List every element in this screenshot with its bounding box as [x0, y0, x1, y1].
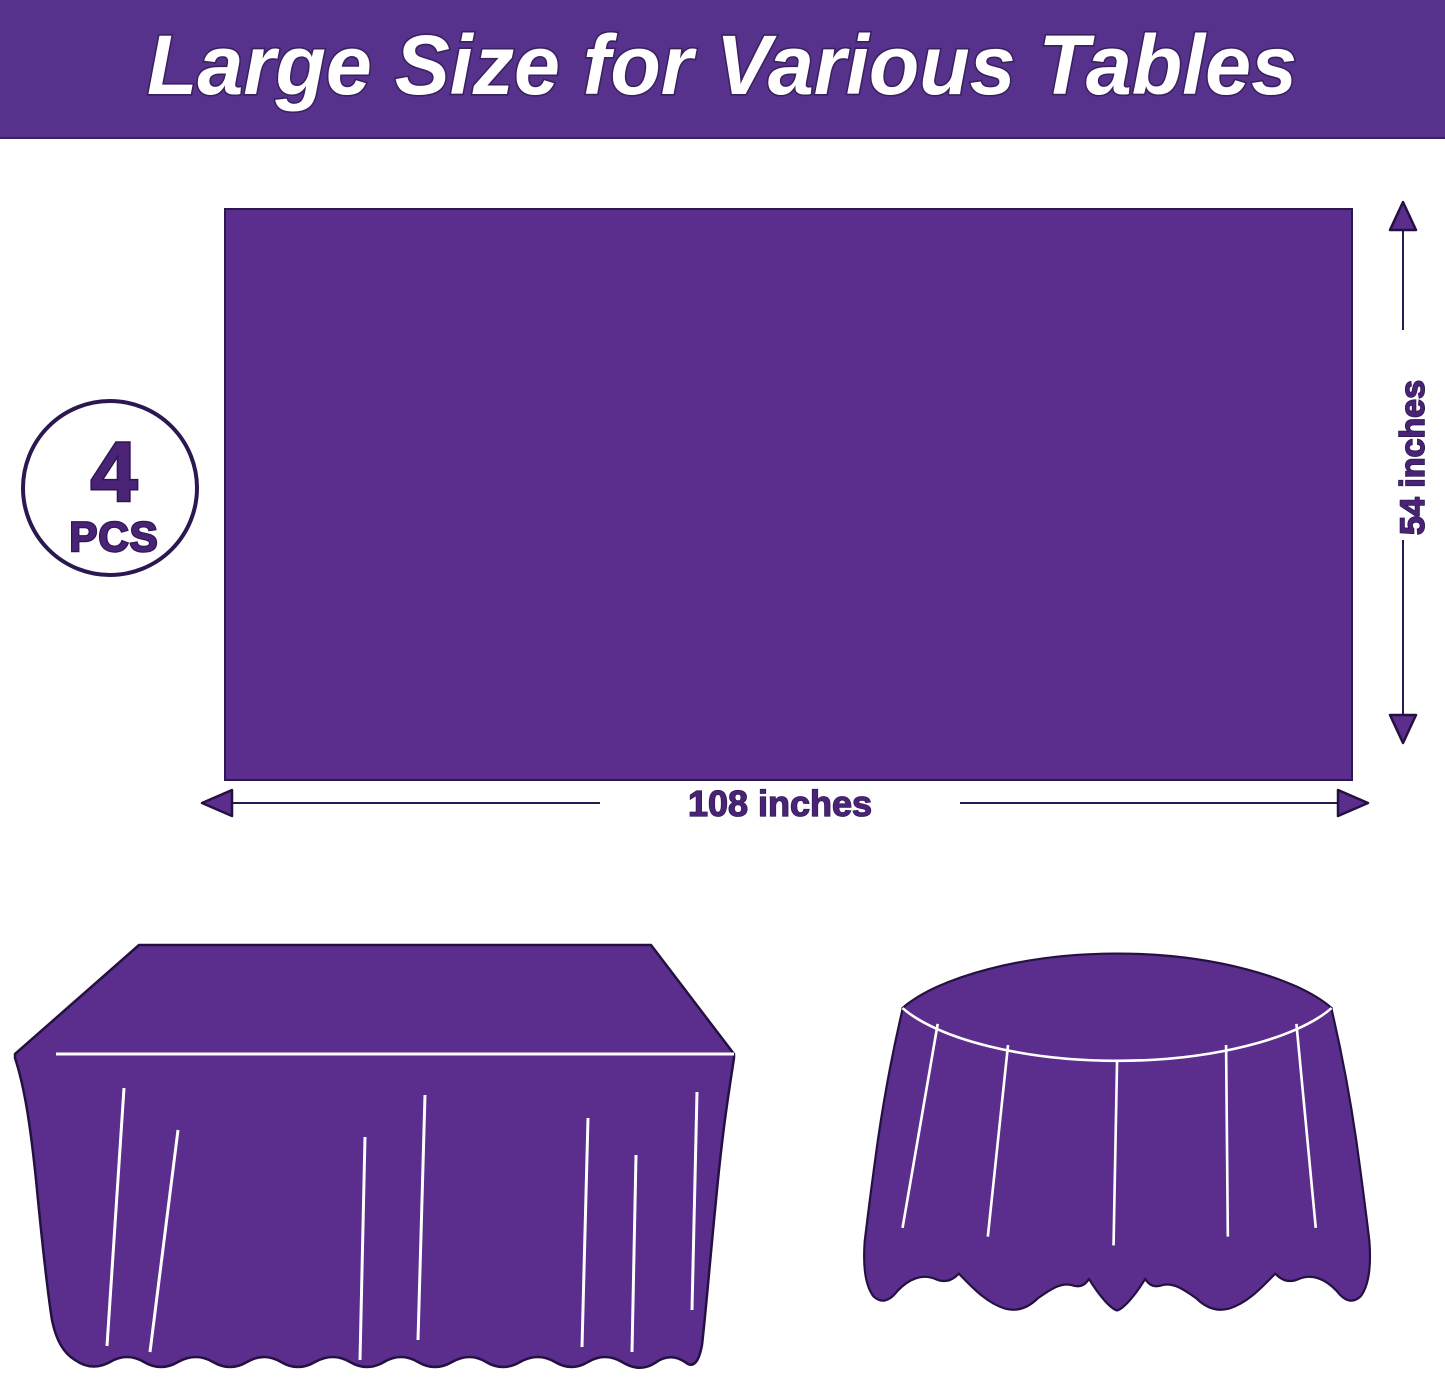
svg-text:108 inches: 108 inches	[688, 786, 872, 824]
svg-text:4: 4	[91, 425, 138, 519]
svg-text:PCS: PCS	[69, 513, 158, 560]
svg-text:Large Size for Various Tables: Large Size for Various Tables	[147, 18, 1297, 112]
svg-text:54 inches: 54 inches	[1394, 380, 1432, 535]
